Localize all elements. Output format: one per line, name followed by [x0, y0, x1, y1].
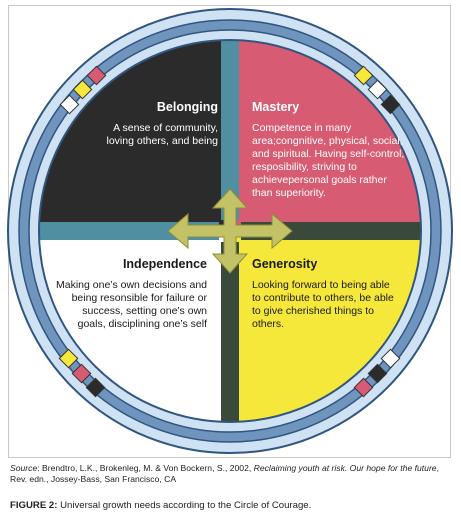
source-title: Reclaiming youth at risk. Our hope for t…: [253, 463, 437, 473]
source-text-a: : Brendtro, L.K., Brokenleg, M. & Von Bo…: [37, 463, 254, 473]
generosity-description: Looking forward to being able to contrib…: [252, 279, 394, 330]
caption-label: FIGURE 2:: [10, 500, 58, 511]
mastery-description: Competence in many area;congnitive, phys…: [252, 122, 405, 199]
caption-text: Universal growth needs according to the …: [57, 500, 312, 511]
generosity-title: Generosity: [252, 257, 318, 271]
source-citation: Source: Brendtro, L.K., Brokenleg, M. & …: [10, 463, 452, 485]
mastery-title: Mastery: [252, 100, 300, 114]
ring-squares-top-right: [353, 65, 401, 115]
belonging-text: Belonging A sense of community, loving o…: [98, 100, 219, 148]
quadrant-mastery: [230, 40, 421, 231]
source-label: Source: [10, 463, 38, 473]
independence-title: Independence: [122, 257, 207, 271]
quadrant-belonging: [39, 40, 230, 231]
quadrant-generosity: [230, 231, 421, 422]
independence-description: Making one’s own decisions and being res…: [56, 279, 207, 330]
quadrant-independence: [39, 231, 230, 422]
belonging-title: Belonging: [156, 100, 218, 114]
belonging-description: A sense of community, loving others, and…: [106, 122, 219, 147]
figure-caption: FIGURE 2: Universal growth needs accordi…: [10, 500, 452, 511]
four-way-arrow: [167, 188, 293, 274]
ring-squares-top-left: [59, 65, 107, 115]
inner-circle-outline: [38, 39, 422, 423]
band-vertical-bottom: [221, 242, 239, 422]
circle-of-courage-diagram: [7, 8, 453, 454]
ring-squares-bottom-right: [353, 348, 401, 398]
ring-squares-bottom-left: [58, 348, 106, 398]
source-text-b: , Rev. edn., Jossey-Bass, San Francisco,…: [10, 463, 439, 484]
mastery-text: Mastery Competence in many area;congniti…: [252, 100, 406, 200]
generosity-text: Generosity Looking forward to being able…: [252, 257, 398, 331]
band-vertical-top: [221, 40, 239, 220]
independence-text: Independence Making one’s own decisions …: [55, 257, 207, 331]
